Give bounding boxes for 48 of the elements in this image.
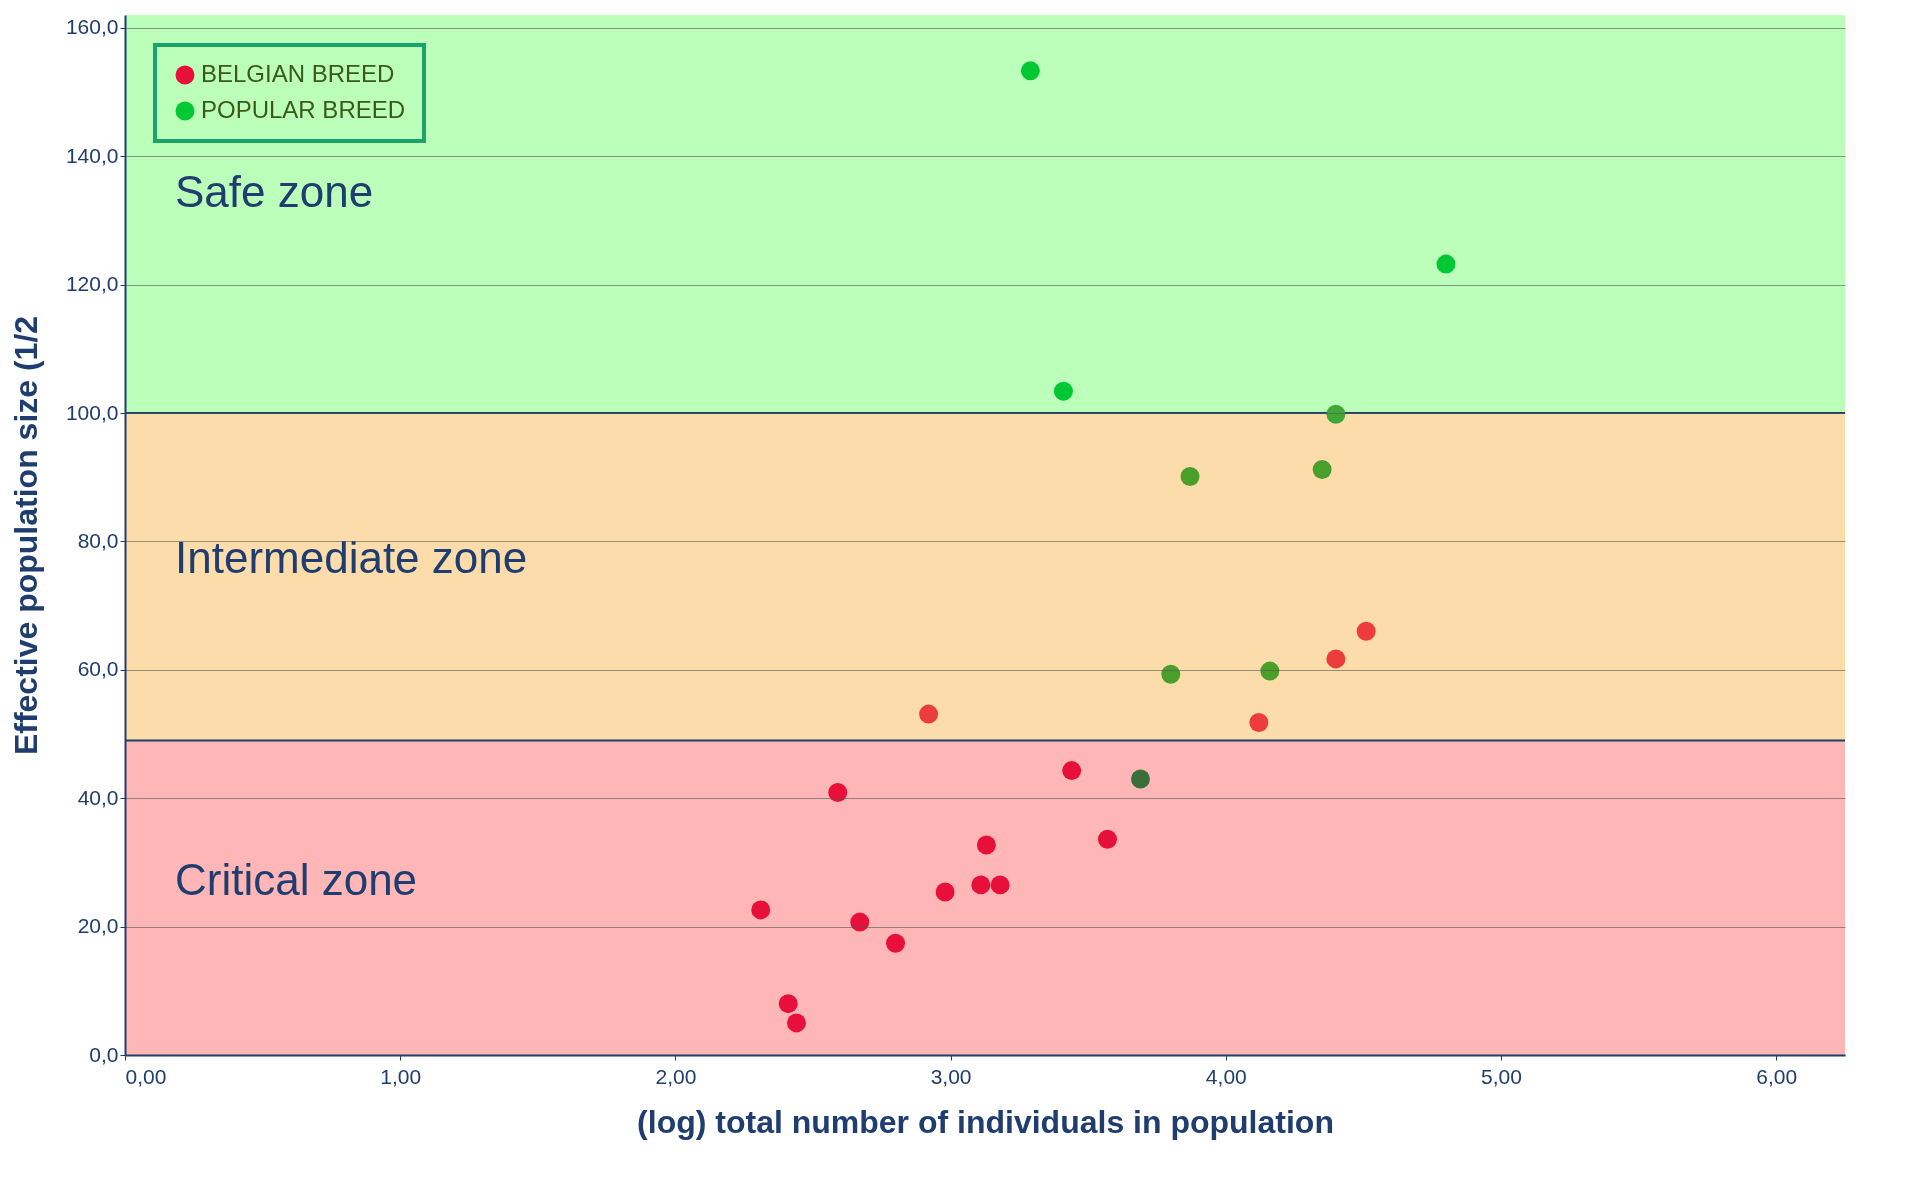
point — [787, 1013, 806, 1033]
x-tick-label: 3,00 — [930, 1064, 972, 1088]
y-tick-label: 120,0 — [65, 272, 119, 296]
y-tick-label: 60,0 — [77, 657, 119, 681]
band-label: Critical zone — [175, 854, 418, 904]
x-tick-label: 0,00 — [125, 1064, 167, 1088]
point — [990, 875, 1010, 895]
point — [1131, 769, 1150, 789]
legend-label: POPULAR BREED — [201, 96, 406, 123]
y-tick-label: 40,0 — [77, 785, 119, 809]
point — [1097, 829, 1117, 849]
point — [1326, 404, 1346, 424]
y-tick-label: 140,0 — [65, 143, 119, 167]
point — [751, 900, 771, 920]
point — [1062, 761, 1082, 781]
legend-label: BELGIAN BREED — [201, 60, 395, 87]
x-tick-label: 6,00 — [1756, 1064, 1798, 1088]
point — [935, 882, 955, 902]
y-tick-label: 160,0 — [65, 15, 119, 39]
x-axis-title: (log) total number of individuals in population — [637, 1103, 1334, 1140]
y-tick-label: 20,0 — [77, 914, 119, 938]
point — [1249, 712, 1269, 732]
point — [1053, 381, 1073, 401]
point — [976, 835, 996, 855]
point — [1161, 664, 1181, 684]
point — [919, 704, 939, 724]
y-tick-label: 80,0 — [77, 528, 119, 552]
point — [1312, 460, 1332, 479]
x-tick-label: 4,00 — [1205, 1064, 1247, 1088]
point — [1260, 661, 1280, 681]
y-tick-label: 100,0 — [65, 400, 119, 424]
point — [886, 933, 906, 953]
point — [1180, 467, 1200, 487]
point — [828, 782, 848, 802]
band-label: Safe zone — [175, 167, 374, 217]
point — [971, 875, 991, 895]
x-tick-label: 5,00 — [1481, 1064, 1522, 1088]
x-tick-label: 1,00 — [380, 1064, 422, 1088]
point — [778, 994, 798, 1014]
point — [850, 912, 870, 932]
band-label: Intermediate zone — [175, 533, 528, 583]
point — [1356, 621, 1376, 641]
point — [1436, 254, 1456, 274]
y-tick-label: 0,0 — [89, 1042, 119, 1066]
point — [1326, 649, 1346, 669]
y-axis-title: Effective population size (1/2 — [7, 315, 44, 756]
x-tick-label: 2,00 — [655, 1064, 697, 1088]
point — [1020, 61, 1040, 81]
